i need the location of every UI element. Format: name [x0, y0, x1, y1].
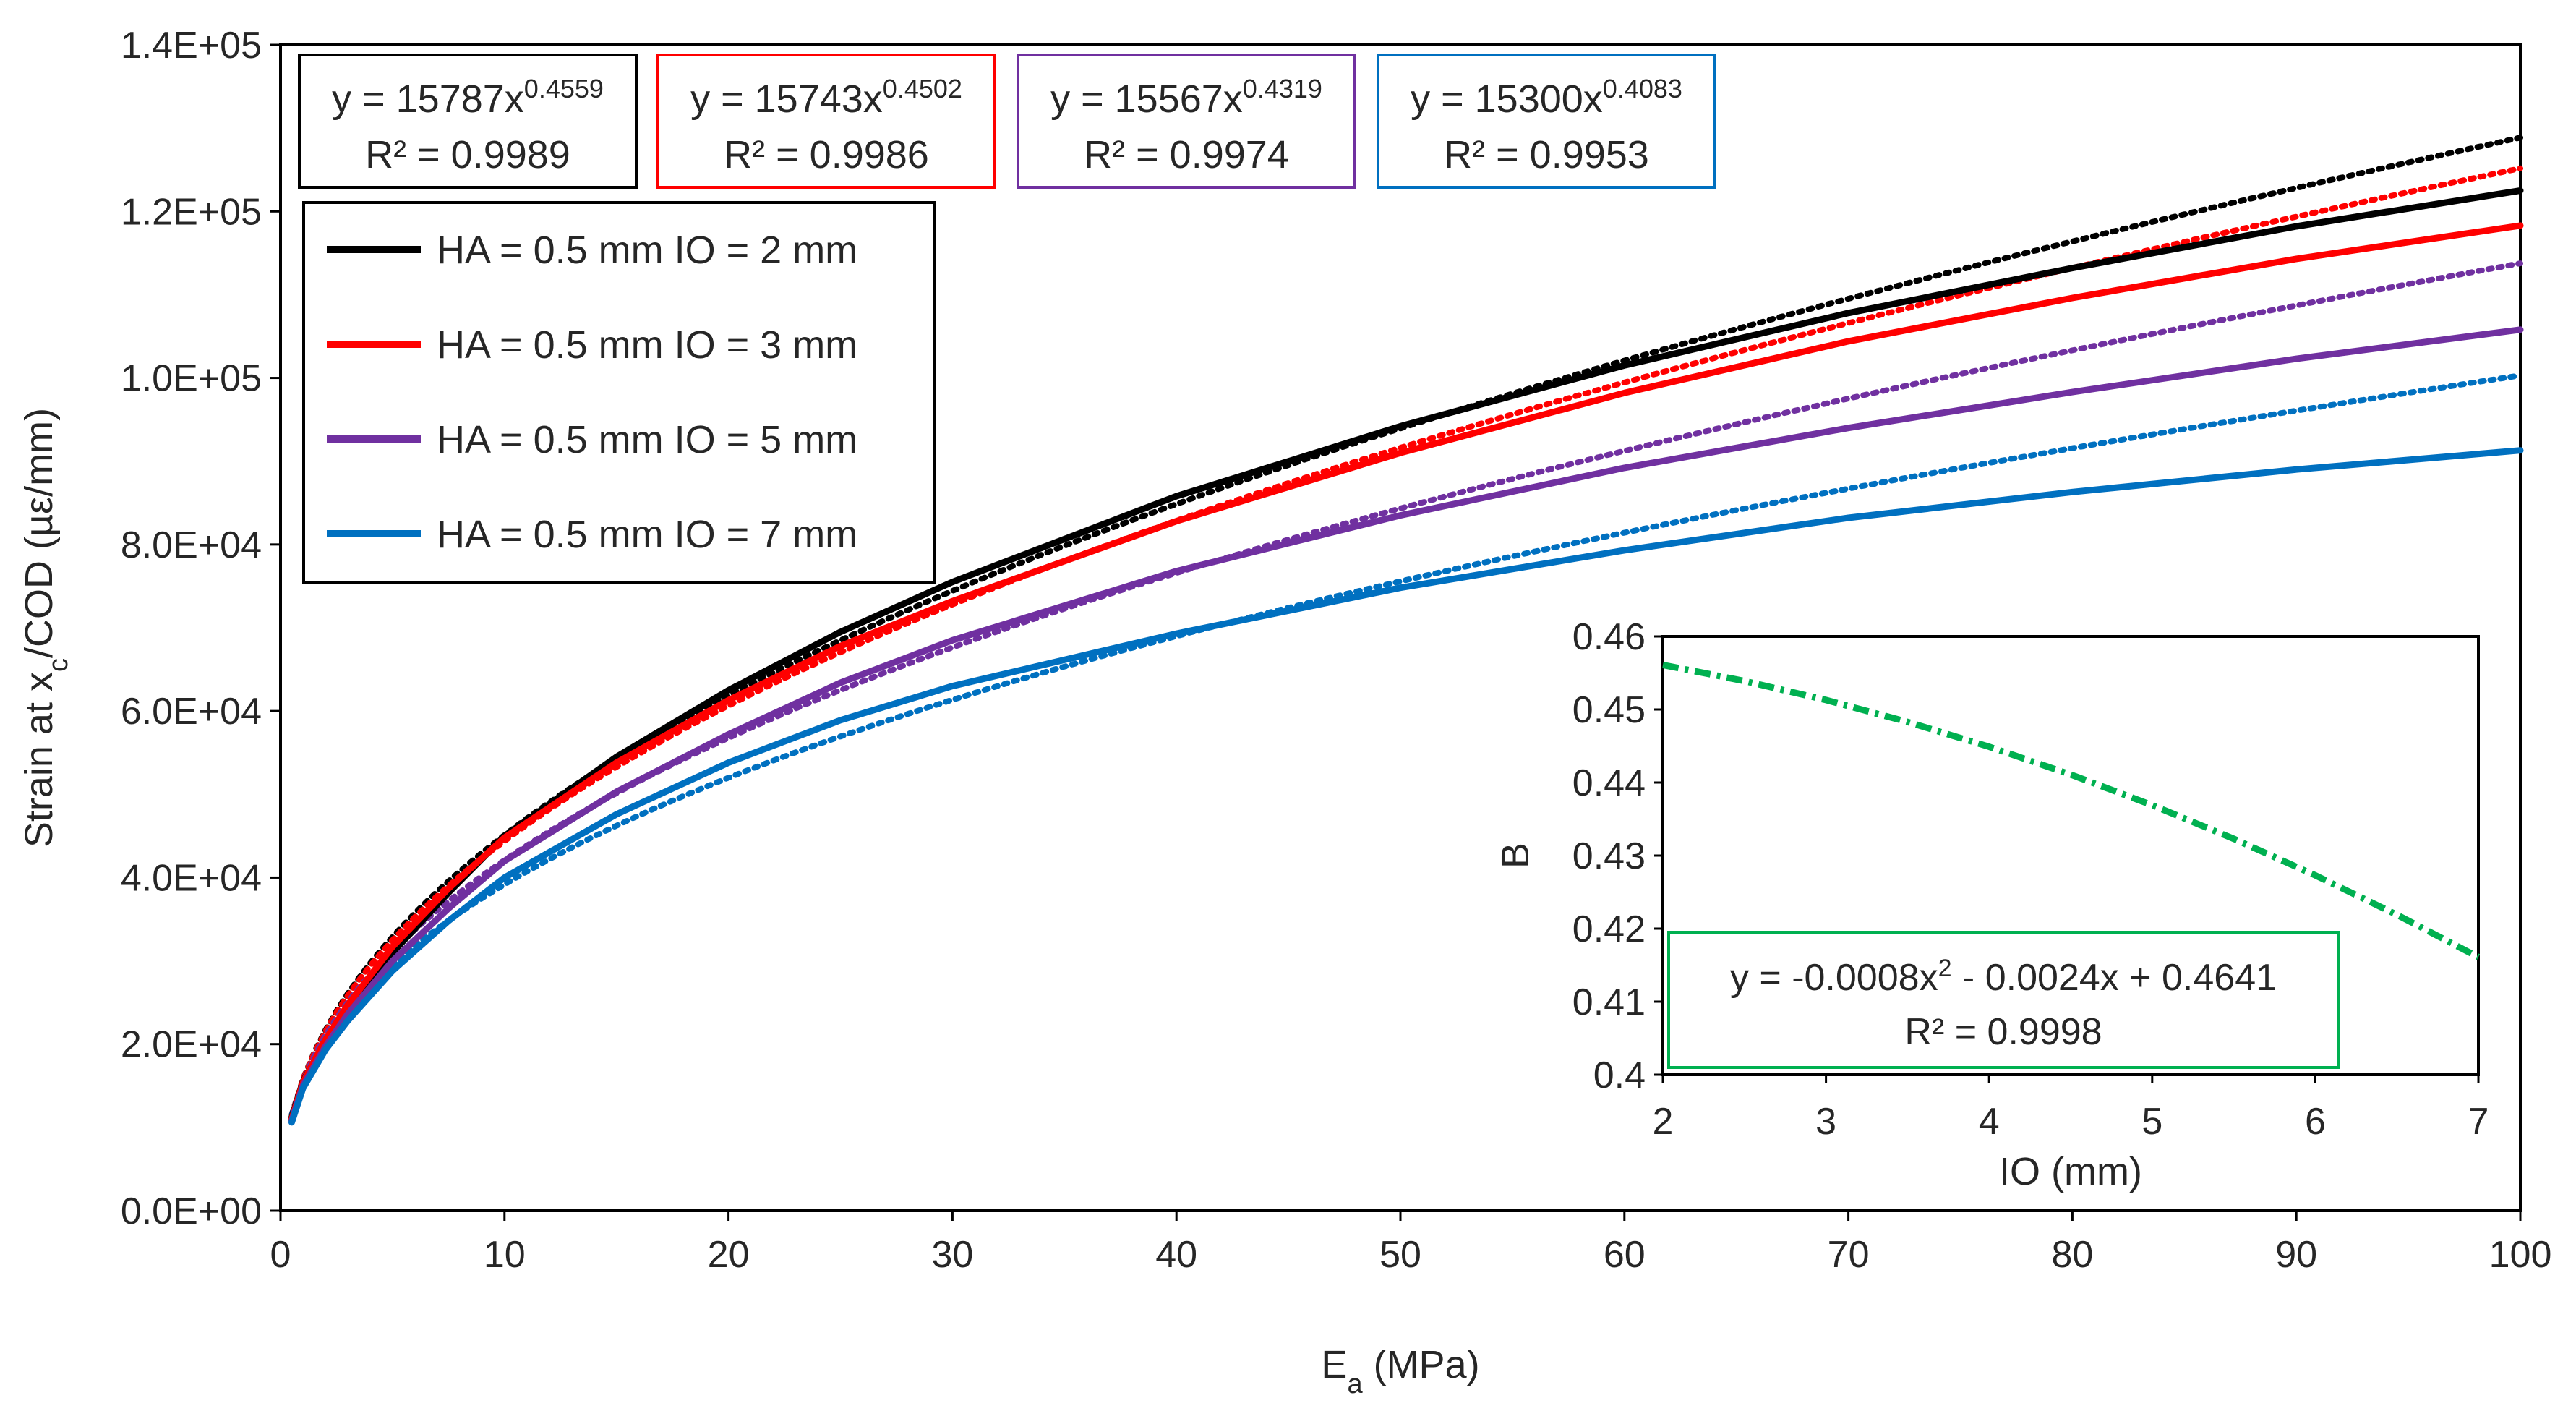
legend-label-io-5: HA = 0.5 mm IO = 5 mm	[437, 418, 857, 461]
fit-box-io-5: y = 15567x0.4319 R² = 0.9974	[1017, 54, 1356, 189]
fit-box-io-3: y = 15743x0.4502 R² = 0.9986	[656, 54, 996, 189]
fit-equation-base: y = 15300x	[1411, 77, 1603, 121]
inset-series-group	[1662, 661, 2481, 960]
trendline-y-15300x-0-4083	[288, 372, 2523, 1118]
main-x-axis-title-main: E	[1321, 1343, 1347, 1386]
main-x-axis-title-rest: (MPa)	[1363, 1343, 1480, 1386]
inset-chart: 0.4 0.41 0.42 0.43 0.44 0.45 0.46 2 3 4 5 6 7 B IO …	[1494, 616, 2489, 1193]
fit-r-squared: R² = 0.9986	[724, 133, 929, 176]
main-y-axis-title-post: /COD (µε/mm)	[17, 408, 61, 658]
inset-r-squared: R² = 0.9998	[1904, 1011, 2102, 1053]
main-series-group	[288, 135, 2524, 1126]
x-tick-label: 90	[2275, 1234, 2317, 1276]
fit-equation-exponent: 0.4559	[524, 74, 604, 103]
fit-r-squared: R² = 0.9989	[365, 133, 570, 176]
inset-y-tick-label: 0.43	[1572, 835, 1646, 877]
inset-equation-part-a: y = -0.0008x	[1730, 957, 1938, 999]
inset-x-tick-label: 5	[2141, 1101, 2162, 1143]
x-tick-label: 70	[1828, 1234, 1870, 1276]
main-y-axis-title-sub: c	[43, 658, 74, 672]
inset-equation-box: y = -0.0008x2 - 0.0024x + 0.4641 R² = 0.…	[1667, 931, 2340, 1069]
inset-y-axis-title: B	[1494, 843, 1537, 869]
fit-box-frame	[298, 54, 638, 189]
fit-equation: y = 15743x0.4502	[690, 74, 962, 122]
y-tick-label: 2.0E+04	[121, 1024, 262, 1066]
fit-box-frame	[1017, 54, 1356, 189]
series-line-ha-0-5-mm-io-7-mm	[288, 447, 2524, 1126]
inset-x-tick-label: 2	[1653, 1101, 1674, 1143]
inset-x-tick-label: 4	[1979, 1101, 2000, 1143]
fit-box-frame	[656, 54, 996, 189]
fit-box-frame	[1377, 54, 1716, 189]
inset-y-tick-label: 0.45	[1572, 689, 1646, 731]
inset-y-tick-label: 0.44	[1572, 762, 1646, 804]
inset-x-tick-label: 6	[2305, 1101, 2326, 1143]
main-y-axis-title-pre: Strain at x	[17, 672, 61, 848]
x-tick-label: 100	[2489, 1234, 2552, 1276]
fit-box-io-7: y = 15300x0.4083 R² = 0.9953	[1377, 54, 1716, 189]
inset-y-tick-label: 0.46	[1572, 616, 1646, 658]
x-tick-label: 40	[1155, 1234, 1197, 1276]
legend-label-io-3: HA = 0.5 mm IO = 3 mm	[437, 323, 857, 367]
y-tick-label: 1.0E+05	[121, 358, 262, 400]
main-x-axis-title-sub: a	[1347, 1369, 1363, 1399]
x-tick-label: 20	[708, 1234, 750, 1276]
inset-equation: y = -0.0008x2 - 0.0024x + 0.4641	[1730, 955, 2277, 999]
legend-label-io-2: HA = 0.5 mm IO = 2 mm	[437, 229, 857, 272]
main-x-axis: 0 10 20 30 40 50 60 70 80 90 100	[270, 1211, 2552, 1276]
fit-r-squared: R² = 0.9974	[1084, 133, 1289, 176]
x-tick-label: 30	[931, 1234, 973, 1276]
fit-equation: y = 15567x0.4319	[1050, 74, 1322, 122]
fit-equation-base: y = 15787x	[332, 77, 524, 121]
inset-x-tick-label: 7	[2468, 1101, 2489, 1143]
series-line-ha-0-5-mm-io-5-mm	[288, 326, 2524, 1125]
fit-equation-exponent: 0.4319	[1243, 74, 1322, 103]
legend-frame	[302, 201, 936, 584]
y-tick-label: 4.0E+04	[121, 857, 262, 899]
inset-series-line	[1662, 661, 2481, 960]
fit-equation-base: y = 15567x	[1050, 77, 1243, 121]
fit-equation: y = 15300x0.4083	[1411, 74, 1682, 122]
y-tick-label: 1.4E+05	[121, 25, 262, 67]
x-tick-label: 0	[270, 1234, 291, 1276]
inset-equation-exponent: 2	[1938, 955, 1952, 982]
fit-equation-exponent: 0.4502	[883, 74, 962, 103]
legend-label-io-7: HA = 0.5 mm IO = 7 mm	[437, 513, 857, 556]
x-tick-label: 80	[2051, 1234, 2093, 1276]
x-tick-label: 50	[1379, 1234, 1421, 1276]
inset-x-axis-title: IO (mm)	[1999, 1150, 2142, 1193]
inset-y-tick-label: 0.41	[1572, 981, 1646, 1023]
fit-equation-exponent: 0.4083	[1603, 74, 1682, 103]
main-x-axis-title: Ea (MPa)	[1321, 1343, 1479, 1399]
series-line-ha-0-5-mm-io-3-mm	[288, 222, 2524, 1122]
legend: HA = 0.5 mm IO = 2 mm HA = 0.5 mm IO = 3…	[302, 201, 936, 584]
inset-equation-frame	[1667, 931, 2340, 1069]
y-tick-label: 6.0E+04	[121, 691, 262, 733]
inset-x-tick-label: 3	[1815, 1101, 1836, 1143]
x-tick-label: 10	[484, 1234, 526, 1276]
inset-x-axis: 2 3 4 5 6 7	[1653, 1075, 2489, 1143]
inset-y-tick-label: 0.4	[1593, 1054, 1646, 1096]
fit-equation: y = 15787x0.4559	[332, 74, 604, 122]
y-tick-label: 0.0E+00	[121, 1190, 262, 1232]
y-tick-label: 1.2E+05	[121, 191, 262, 233]
fit-equation-base: y = 15743x	[690, 77, 883, 121]
fit-r-squared: R² = 0.9953	[1444, 133, 1649, 176]
inset-y-tick-label: 0.42	[1572, 908, 1646, 950]
x-tick-label: 60	[1604, 1234, 1646, 1276]
main-y-axis: 0.0E+00 2.0E+04 4.0E+04 6.0E+04 8.0E+04 1.0E+…	[121, 25, 281, 1232]
main-y-axis-title: Strain at xc/COD (µε/mm)	[17, 408, 74, 848]
y-tick-label: 8.0E+04	[121, 524, 262, 566]
inset-y-axis: 0.4 0.41 0.42 0.43 0.44 0.45 0.46	[1572, 616, 1663, 1096]
fit-box-io-2: y = 15787x0.4559 R² = 0.9989	[298, 54, 638, 189]
inset-equation-part-b: - 0.0024x + 0.4641	[1951, 957, 2277, 999]
